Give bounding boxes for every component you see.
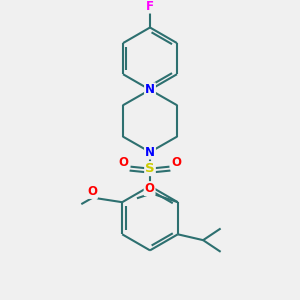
Text: S: S — [145, 162, 155, 175]
Text: O: O — [119, 156, 129, 169]
Text: N: N — [145, 83, 155, 96]
Text: F: F — [146, 0, 154, 13]
Text: O: O — [145, 182, 154, 195]
Text: O: O — [87, 185, 97, 198]
Text: O: O — [171, 156, 181, 169]
Text: N: N — [145, 146, 155, 159]
